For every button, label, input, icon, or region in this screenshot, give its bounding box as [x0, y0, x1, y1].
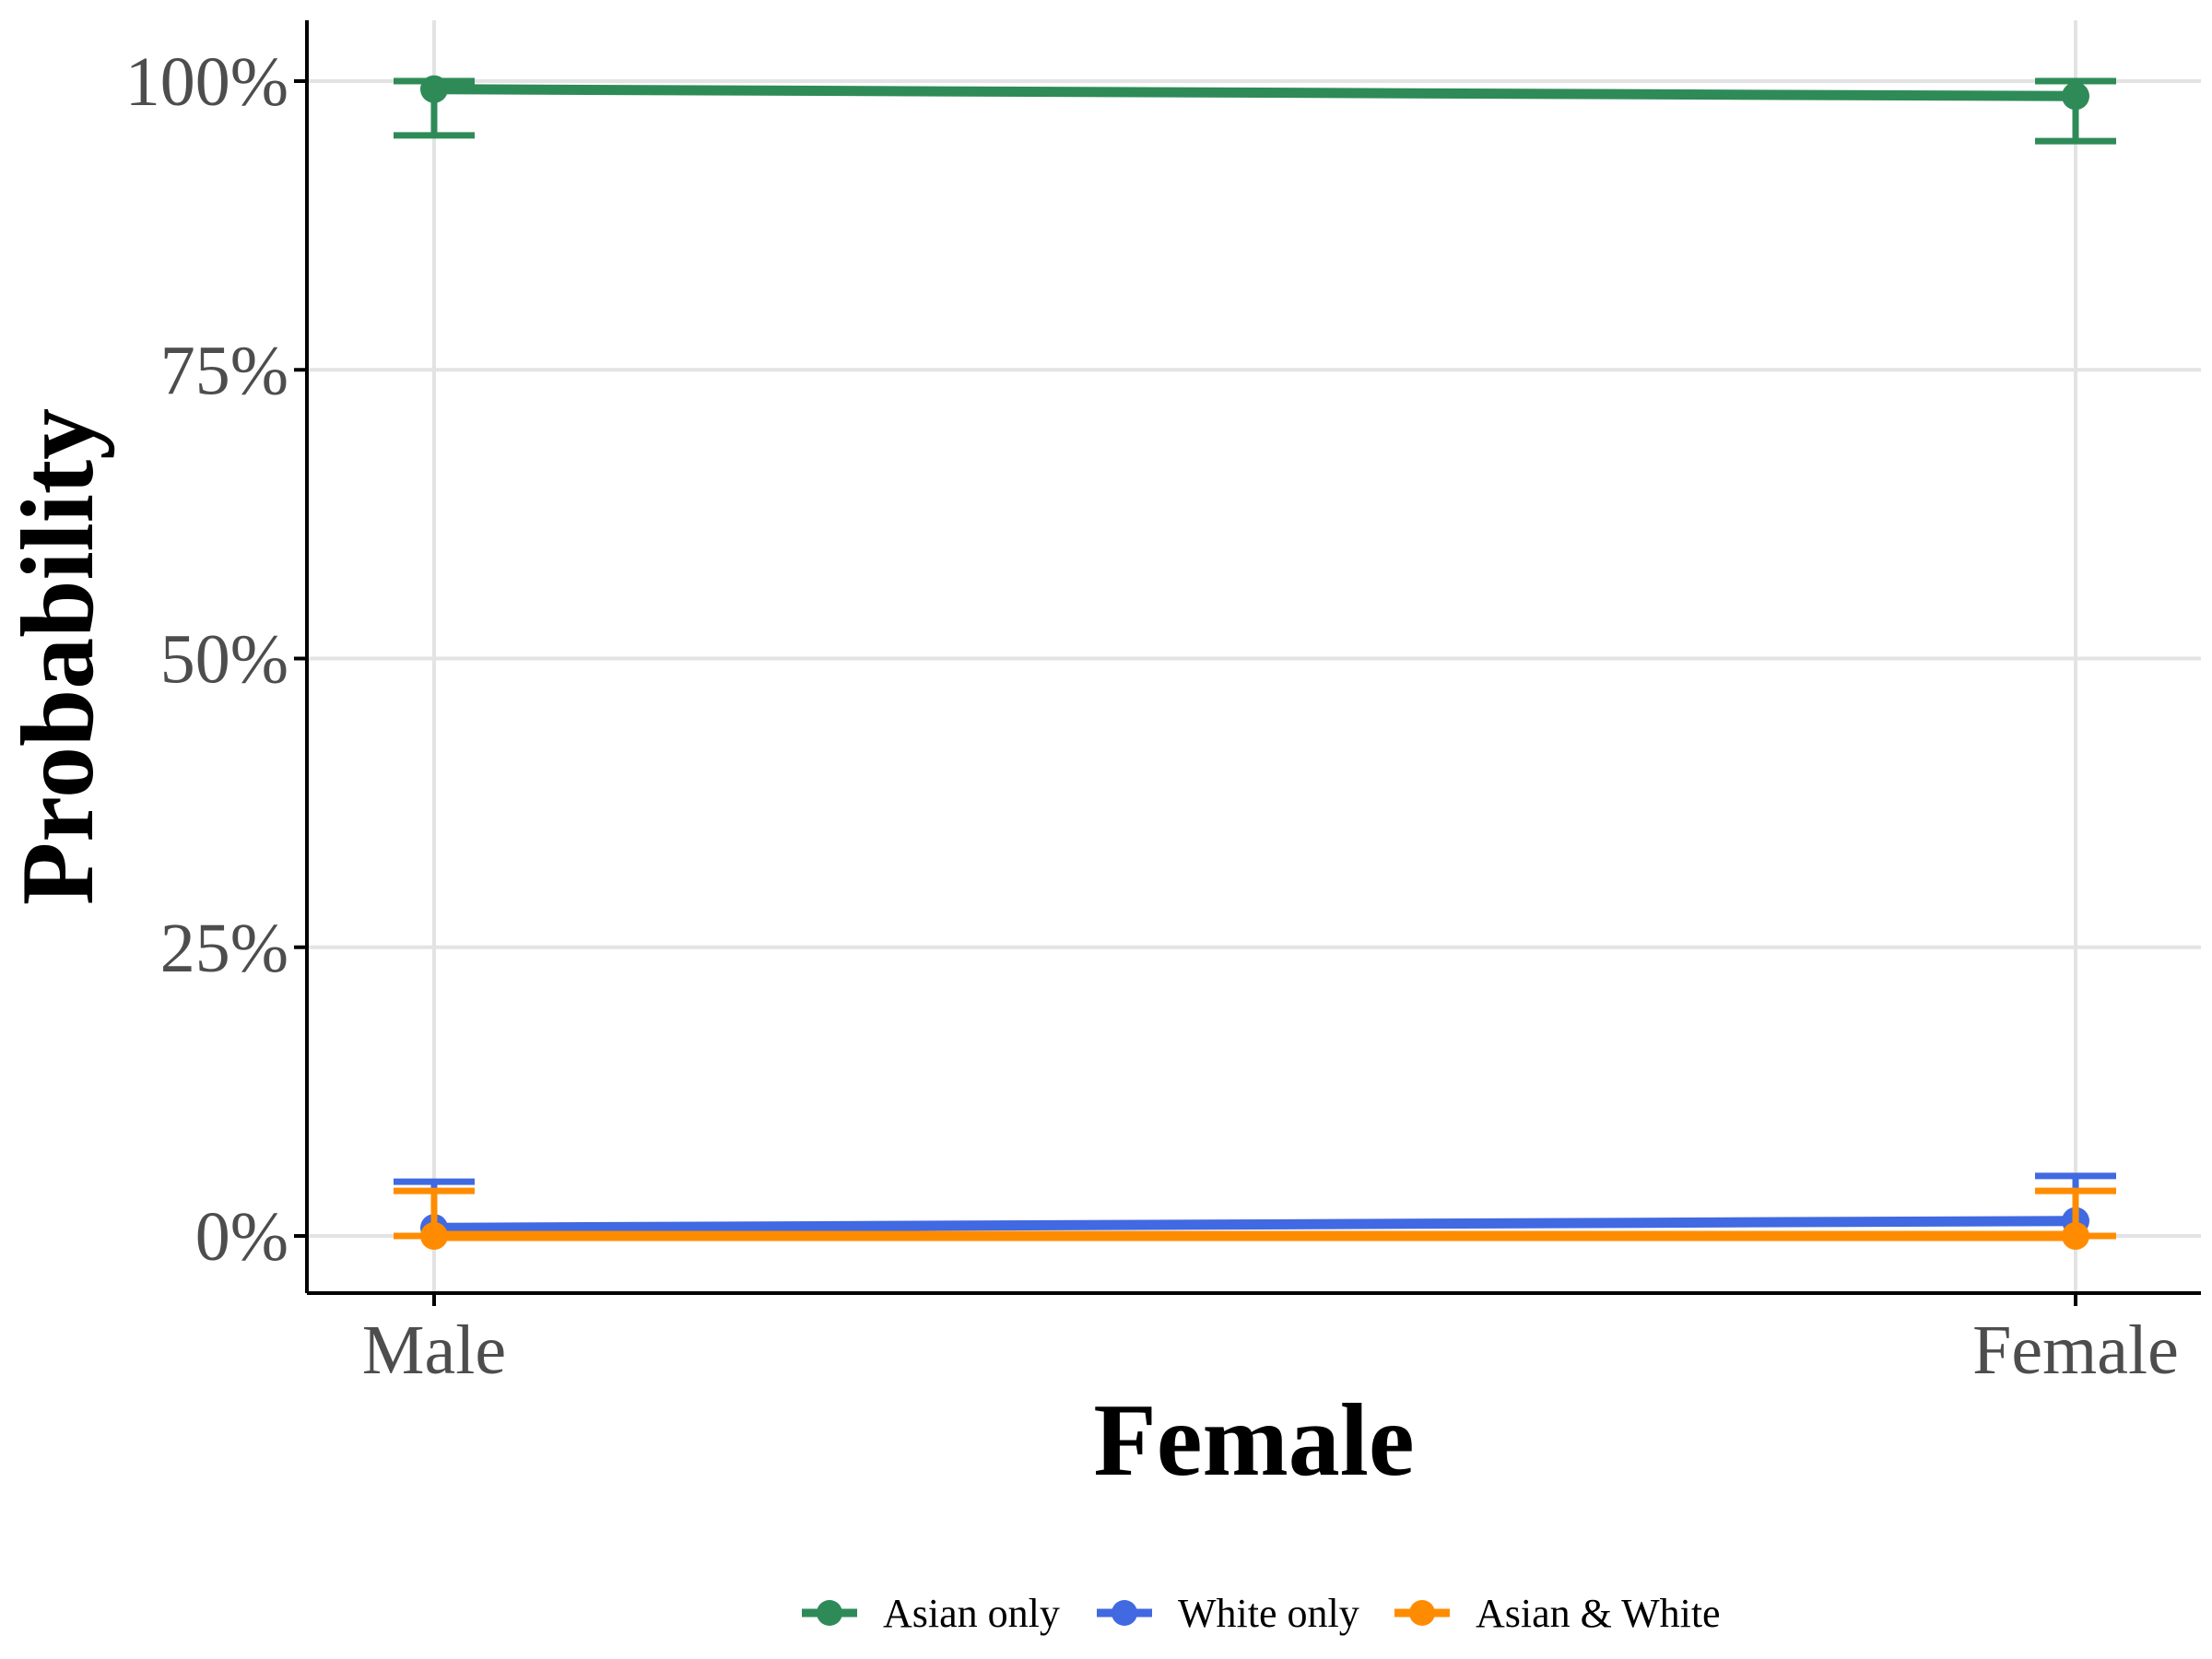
gridlines: [307, 20, 2201, 1293]
y-tick-label: 50%: [160, 621, 288, 699]
data-point: [2062, 1222, 2089, 1250]
y-tick-label: 25%: [160, 910, 288, 987]
legend-label: White only: [1178, 1591, 1359, 1636]
x-tick-labels: Male Female: [362, 1312, 2179, 1389]
y-tick-label: 100%: [125, 43, 288, 121]
series-line: [433, 1216, 2077, 1233]
series-line: [433, 84, 2077, 101]
legend: Asian only White only Asian & White: [802, 1591, 1721, 1636]
x-axis-title: Female: [1093, 1383, 1414, 1498]
y-tick-labels: 0% 25% 50% 75% 100%: [125, 43, 288, 1276]
y-axis-title: Probability: [1, 408, 115, 905]
series-group: [394, 1187, 2116, 1250]
x-tick-label: Male: [362, 1312, 506, 1389]
data-point: [420, 75, 448, 103]
legend-key-point: [1112, 1600, 1137, 1626]
axes: [294, 20, 2201, 1306]
x-tick-label: Female: [1972, 1312, 2179, 1389]
legend-label: Asian only: [883, 1591, 1060, 1636]
legend-label: Asian & White: [1476, 1591, 1721, 1636]
legend-key-point: [817, 1600, 842, 1626]
data-point: [420, 1222, 448, 1250]
series-group: [394, 75, 2116, 145]
legend-item: Asian only: [802, 1591, 1060, 1636]
series-layer: [394, 75, 2116, 1250]
legend-item: Asian & White: [1394, 1591, 1721, 1636]
data-point: [2062, 82, 2089, 111]
y-tick-label: 75%: [160, 332, 288, 409]
legend-key-point: [1409, 1600, 1435, 1626]
legend-item: White only: [1097, 1591, 1359, 1636]
y-tick-label: 0%: [195, 1198, 288, 1276]
